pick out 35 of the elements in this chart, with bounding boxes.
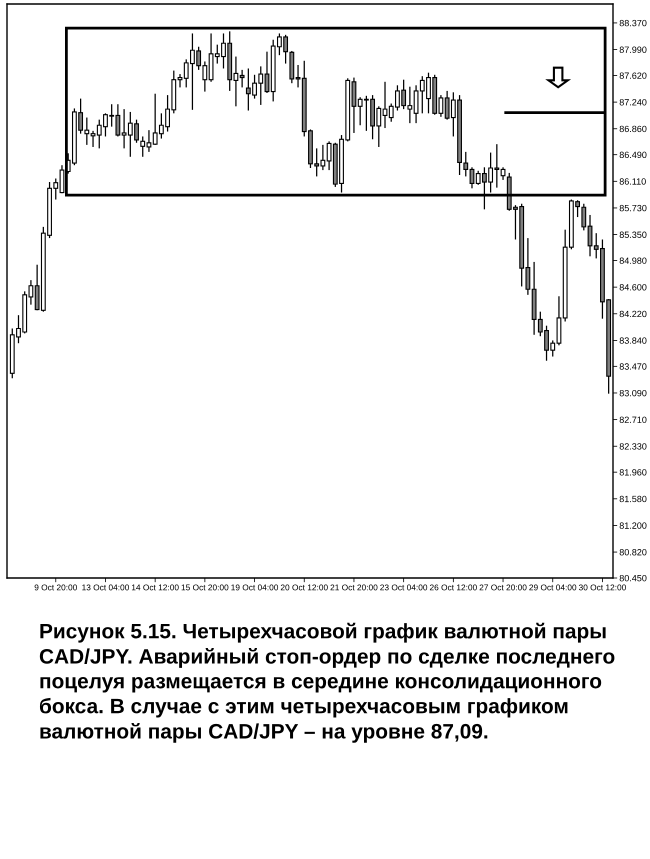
y-tick-label: 86.860	[620, 126, 647, 132]
x-tick-label: 23 Oct 04:00	[380, 584, 428, 590]
y-tick-label: 81.200	[620, 522, 647, 529]
x-tick-label: 20 Oct 12:00	[280, 584, 328, 590]
y-tick-label: 84.980	[620, 257, 647, 264]
x-tick-label: 26 Oct 12:00	[430, 584, 477, 590]
y-tick-label: 85.350	[620, 232, 647, 238]
y-tick-label: 87.240	[620, 99, 647, 106]
y-tick-label: 82.330	[620, 443, 647, 450]
y-tick-label: 83.090	[620, 390, 647, 396]
x-tick-label: 14 Oct 12:00	[132, 584, 179, 590]
y-tick-label: 81.580	[620, 496, 647, 502]
y-tick-label: 85.730	[620, 204, 647, 212]
y-tick-label: 83.840	[620, 337, 647, 344]
x-tick-label: 15 Oct 20:00	[182, 584, 228, 590]
y-tick-label: 84.220	[620, 310, 647, 318]
text: Рисунок 5.15. Четырехчасовой график валютной пары CAD/JPY. Аварийный стоп-ордер по сделке последнего поцелуя размещается в середине консолидационного бокса. В случае с этим четырехчасовым графиком валютной пары CAD/JPY – на уровне 87,09.	[40, 622, 614, 743]
x-tick-label: 29 Oct 04:00	[529, 584, 576, 590]
x-tick-label: 13 Oct 04:00	[82, 584, 129, 590]
x-tick-label: 19 Oct 04:00	[231, 584, 278, 590]
x-tick-label: 30 Oct 12:00	[578, 584, 626, 590]
y-tick-label: 80.820	[620, 549, 647, 556]
y-tick-label: 80.450	[620, 574, 647, 582]
y-tick-label: 84.600	[620, 284, 647, 291]
x-tick-label: 21 Oct 20:00	[330, 584, 378, 590]
y-tick-label: 86.110	[620, 178, 646, 185]
x-tick-label: 9 Oct 20:00	[34, 584, 77, 590]
y-tick-label: 87.990	[620, 46, 647, 53]
y-tick-label: 82.710	[620, 416, 647, 423]
y-tick-label: 87.620	[620, 72, 647, 79]
x-tick-label: 27 Oct 20:00	[480, 584, 527, 590]
y-tick-label: 86.490	[620, 152, 647, 158]
y-tick-label: 81.960	[620, 469, 647, 476]
y-tick-label: 83.470	[620, 363, 647, 370]
y-tick-label: 88.370	[620, 20, 647, 26]
